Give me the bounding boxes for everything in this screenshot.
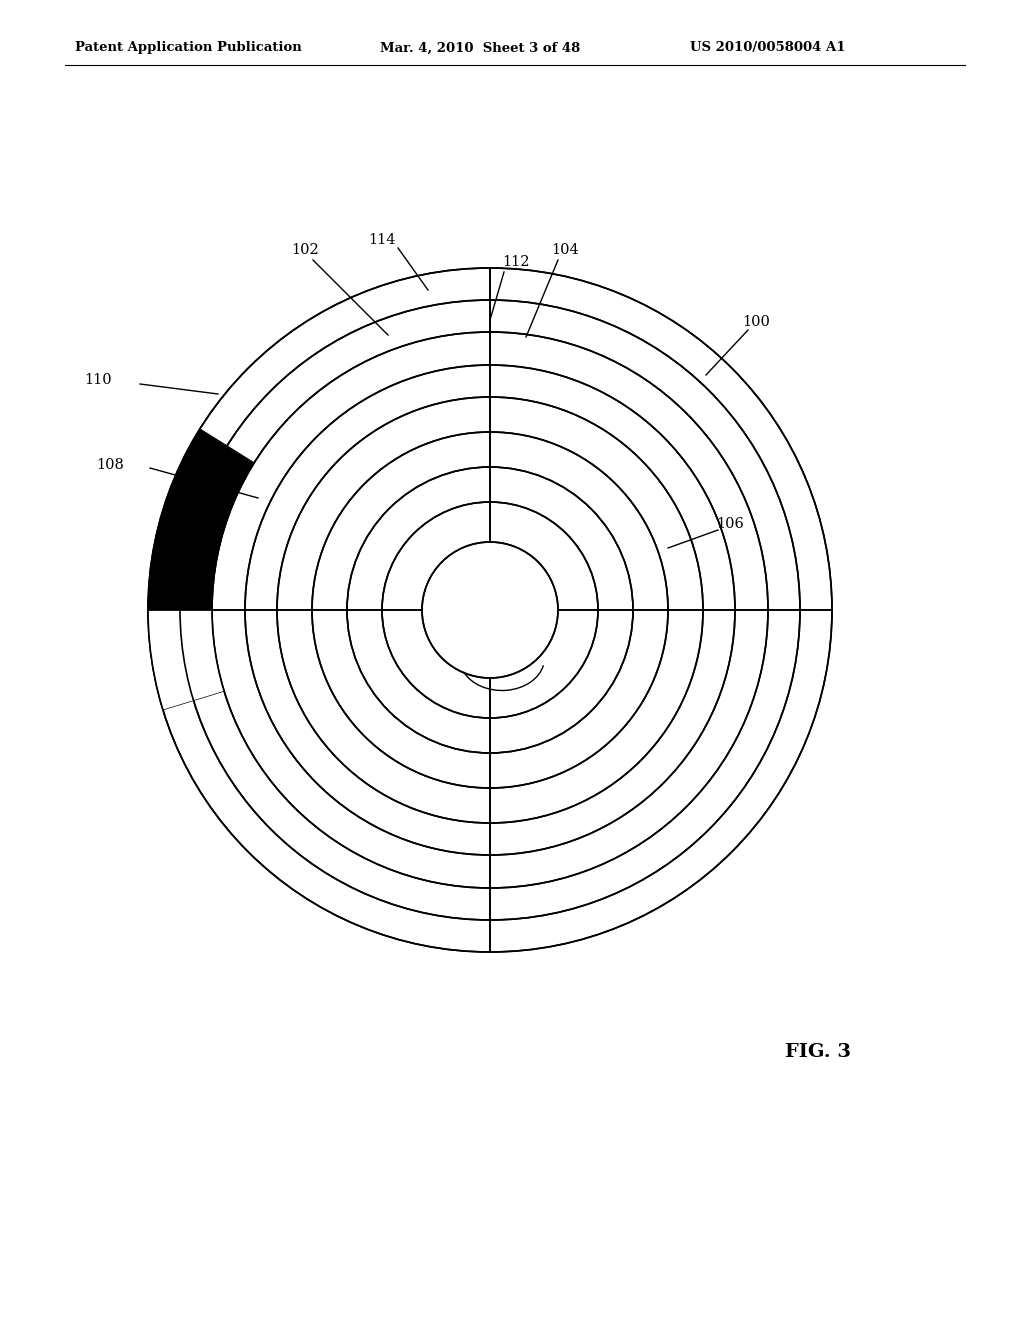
Wedge shape: [148, 610, 224, 710]
Text: FIG. 3: FIG. 3: [785, 1043, 851, 1061]
Text: 104: 104: [551, 243, 579, 257]
Text: 100: 100: [742, 315, 770, 329]
Text: 108: 108: [96, 458, 124, 473]
Wedge shape: [148, 429, 254, 610]
Wedge shape: [245, 366, 490, 610]
Wedge shape: [312, 610, 490, 788]
Wedge shape: [490, 610, 735, 855]
Circle shape: [148, 268, 831, 952]
Text: 110: 110: [84, 374, 112, 387]
Text: 102: 102: [291, 243, 318, 257]
Text: 114: 114: [369, 234, 395, 247]
Text: Mar. 4, 2010  Sheet 3 of 48: Mar. 4, 2010 Sheet 3 of 48: [380, 41, 581, 54]
Wedge shape: [490, 432, 668, 610]
Text: US 2010/0058004 A1: US 2010/0058004 A1: [690, 41, 846, 54]
Text: 106: 106: [716, 517, 744, 531]
Text: Patent Application Publication: Patent Application Publication: [75, 41, 302, 54]
Text: 112: 112: [502, 255, 529, 269]
